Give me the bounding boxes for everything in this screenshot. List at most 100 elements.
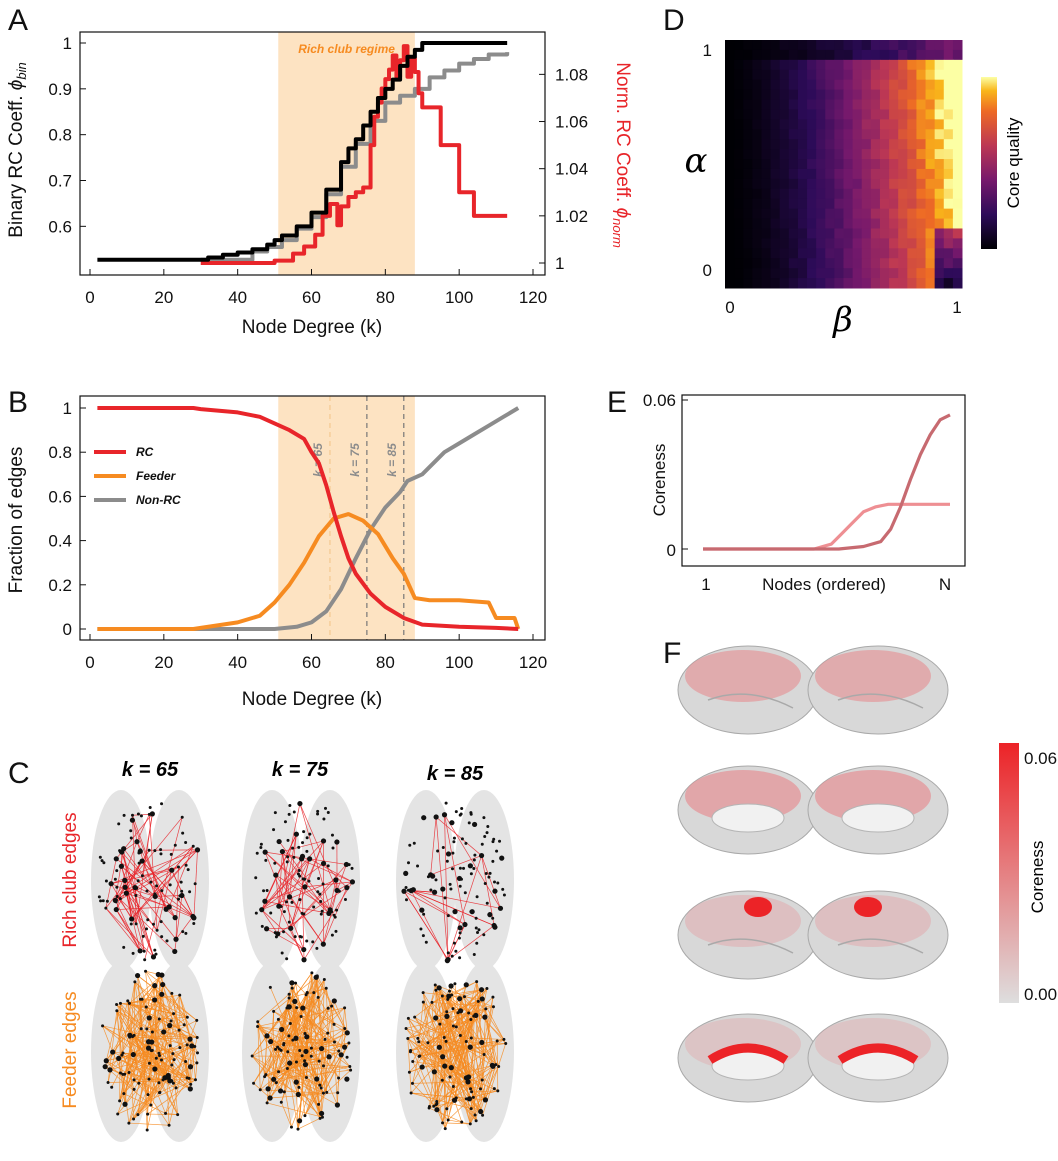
heatmap-cell bbox=[788, 238, 799, 249]
heatmap-cell bbox=[743, 188, 753, 200]
heatmap-cell bbox=[898, 109, 908, 120]
b-ytick-label: 1 bbox=[63, 399, 72, 418]
brain-hemisphere-left bbox=[242, 790, 302, 970]
heatmap-cell bbox=[761, 69, 772, 81]
heatmap-cell bbox=[807, 40, 817, 51]
heatmap-cell bbox=[925, 278, 936, 289]
cortical-surface-lateral bbox=[677, 890, 819, 980]
heatmap-cell bbox=[952, 159, 963, 170]
heatmap-cell bbox=[752, 69, 762, 81]
panel-letter-f: F bbox=[663, 637, 681, 670]
heatmap-cell bbox=[889, 69, 899, 81]
heatmap-cell bbox=[916, 228, 927, 239]
heatmap-cell bbox=[943, 69, 954, 81]
heatmap-cell bbox=[916, 119, 927, 130]
legend-label-feeder: Feeder bbox=[136, 469, 177, 483]
heatmap-cell bbox=[907, 139, 917, 150]
panel-b-xlabel: Node Degree (k) bbox=[242, 689, 382, 710]
a-xtick-label: 60 bbox=[302, 288, 321, 307]
heatmap-cell bbox=[889, 268, 899, 279]
heatmap-cell bbox=[898, 49, 908, 61]
brain-hemisphere-right bbox=[149, 790, 209, 970]
heatmap-cell bbox=[879, 139, 890, 150]
heatmap-cell bbox=[807, 79, 817, 91]
heatmap-cell bbox=[916, 149, 927, 160]
heatmap-cell bbox=[752, 79, 762, 91]
heatmap-cell bbox=[797, 228, 808, 239]
heatmap-cell bbox=[834, 278, 844, 289]
heatmap-cell bbox=[889, 218, 899, 229]
heatmap-cell bbox=[916, 208, 927, 220]
heatmap-cell bbox=[807, 228, 817, 239]
heatmap-cell bbox=[934, 188, 945, 200]
heatmap-cell bbox=[816, 69, 826, 81]
brain-network-5 bbox=[396, 962, 514, 1142]
heatmap-cell bbox=[843, 188, 854, 200]
a-y2tick-label: 1 bbox=[555, 254, 564, 273]
heatmap-cell bbox=[852, 119, 863, 130]
heatmap-cell bbox=[916, 248, 927, 259]
heatmap-cell bbox=[725, 159, 735, 170]
heatmap-cell bbox=[843, 268, 854, 279]
heatmap-cell bbox=[879, 278, 890, 289]
heatmap-cell bbox=[725, 238, 735, 249]
cortical-surface-medial bbox=[807, 765, 949, 855]
heatmap-cell bbox=[934, 258, 945, 269]
heatmap-cell bbox=[761, 218, 772, 229]
heatmap-cell bbox=[907, 268, 917, 279]
coreness-dark-line bbox=[703, 413, 951, 551]
heatmap-cell bbox=[843, 139, 854, 150]
series-rc-line bbox=[97, 406, 519, 631]
heatmap-cell bbox=[861, 139, 872, 150]
heatmap-cell bbox=[925, 198, 936, 210]
heatmap-cell bbox=[752, 248, 762, 259]
heatmap-cell bbox=[825, 109, 835, 120]
panel-d-heatmap: 1 0 0 1 α β Core quality bbox=[685, 40, 1023, 340]
heatmap-cell bbox=[770, 208, 781, 220]
heatmap-cell bbox=[779, 99, 790, 110]
b-xtick-label: 60 bbox=[302, 653, 321, 672]
heatmap-cell bbox=[898, 238, 908, 249]
heatmap-cell bbox=[925, 268, 936, 279]
heatmap-cell bbox=[879, 59, 890, 71]
heatmap-cell bbox=[852, 79, 863, 91]
heatmap-cell bbox=[952, 99, 963, 110]
heatmap-cell bbox=[843, 208, 854, 220]
heatmap-cell bbox=[761, 59, 772, 71]
heatmap-cell bbox=[898, 139, 908, 150]
heatmap-cell bbox=[898, 129, 908, 140]
heatmap-cell bbox=[879, 178, 890, 190]
heatmap-cell bbox=[743, 129, 753, 140]
heatmap-cell bbox=[752, 188, 762, 200]
heatmap-cell bbox=[916, 278, 927, 289]
heatmap-cell bbox=[816, 129, 826, 140]
heatmap-cell bbox=[861, 119, 872, 130]
heatmap-cell bbox=[861, 228, 872, 239]
b-ytick-label: 0.2 bbox=[48, 576, 72, 595]
a-y2tick-label: 1.02 bbox=[555, 207, 588, 226]
heatmap-cell bbox=[907, 149, 917, 160]
heatmap-cell bbox=[889, 258, 899, 269]
heatmap-cell bbox=[925, 40, 936, 51]
heatmap-cell bbox=[907, 59, 917, 71]
heatmap-cell bbox=[725, 89, 735, 101]
a-xtick-label: 40 bbox=[228, 288, 247, 307]
heatmap-cell bbox=[761, 208, 772, 220]
d-xtick-0: 0 bbox=[725, 298, 734, 317]
heatmap-cell bbox=[770, 139, 781, 150]
heatmap-cell bbox=[825, 208, 835, 220]
heatmap-cell bbox=[834, 168, 844, 180]
heatmap-cell bbox=[925, 168, 936, 180]
heatmap-cell bbox=[761, 238, 772, 249]
heatmap-cell bbox=[861, 40, 872, 51]
heatmap-cell bbox=[870, 119, 881, 130]
heatmap-cell bbox=[816, 258, 826, 269]
panel-a-frame bbox=[79, 31, 546, 276]
series-feeder-line bbox=[97, 512, 521, 631]
heatmap-cell bbox=[907, 69, 917, 81]
heatmap-cell bbox=[870, 248, 881, 259]
e-ylabel: Coreness bbox=[650, 444, 669, 517]
heatmap-cell bbox=[743, 268, 753, 279]
heatmap-cell bbox=[934, 139, 945, 150]
heatmap-cell bbox=[752, 149, 762, 160]
